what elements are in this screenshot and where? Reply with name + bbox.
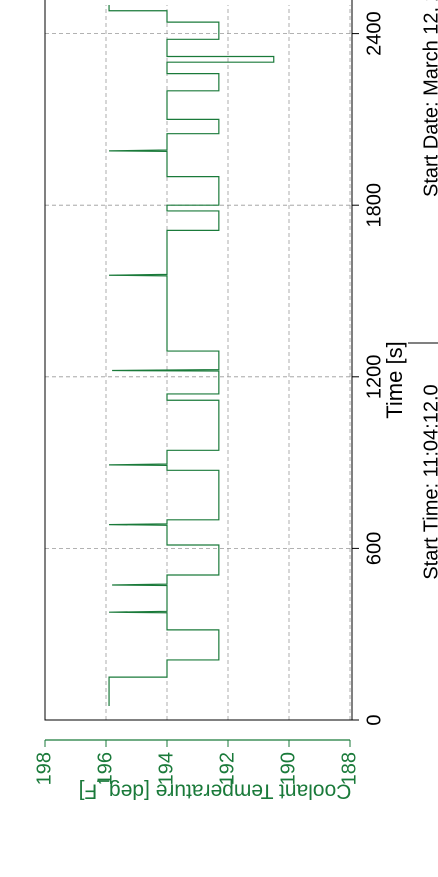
x-tick-label: 1200 (363, 355, 385, 400)
data-line (108, 5, 275, 706)
x-axis-label: Time [s] (382, 341, 407, 418)
start-date: Start Date: March 12, 2010 (420, 0, 438, 197)
y-tick-label: 194 (155, 752, 177, 785)
x-tick-label: 600 (363, 532, 385, 565)
y-axis-label: Coolant Temperature [deg_F] (79, 779, 352, 802)
plot-frame (44, 0, 353, 721)
start-time: Start Time: 11:04:12.0 (420, 384, 438, 579)
x-tick-label: 0 (363, 714, 385, 725)
y-tick-label: 188 (338, 752, 360, 785)
y-tick-label: 190 (277, 752, 299, 785)
y-tick-label: 196 (94, 752, 116, 785)
rotated-chart: Start Time: 11:04:12.0 Start Date: March… (33, 0, 438, 802)
x-tick-label: 1800 (363, 183, 385, 228)
y-tick-label: 192 (216, 752, 238, 785)
x-tick-label: 2400 (363, 11, 385, 56)
y-tick-label: 198 (33, 752, 55, 785)
